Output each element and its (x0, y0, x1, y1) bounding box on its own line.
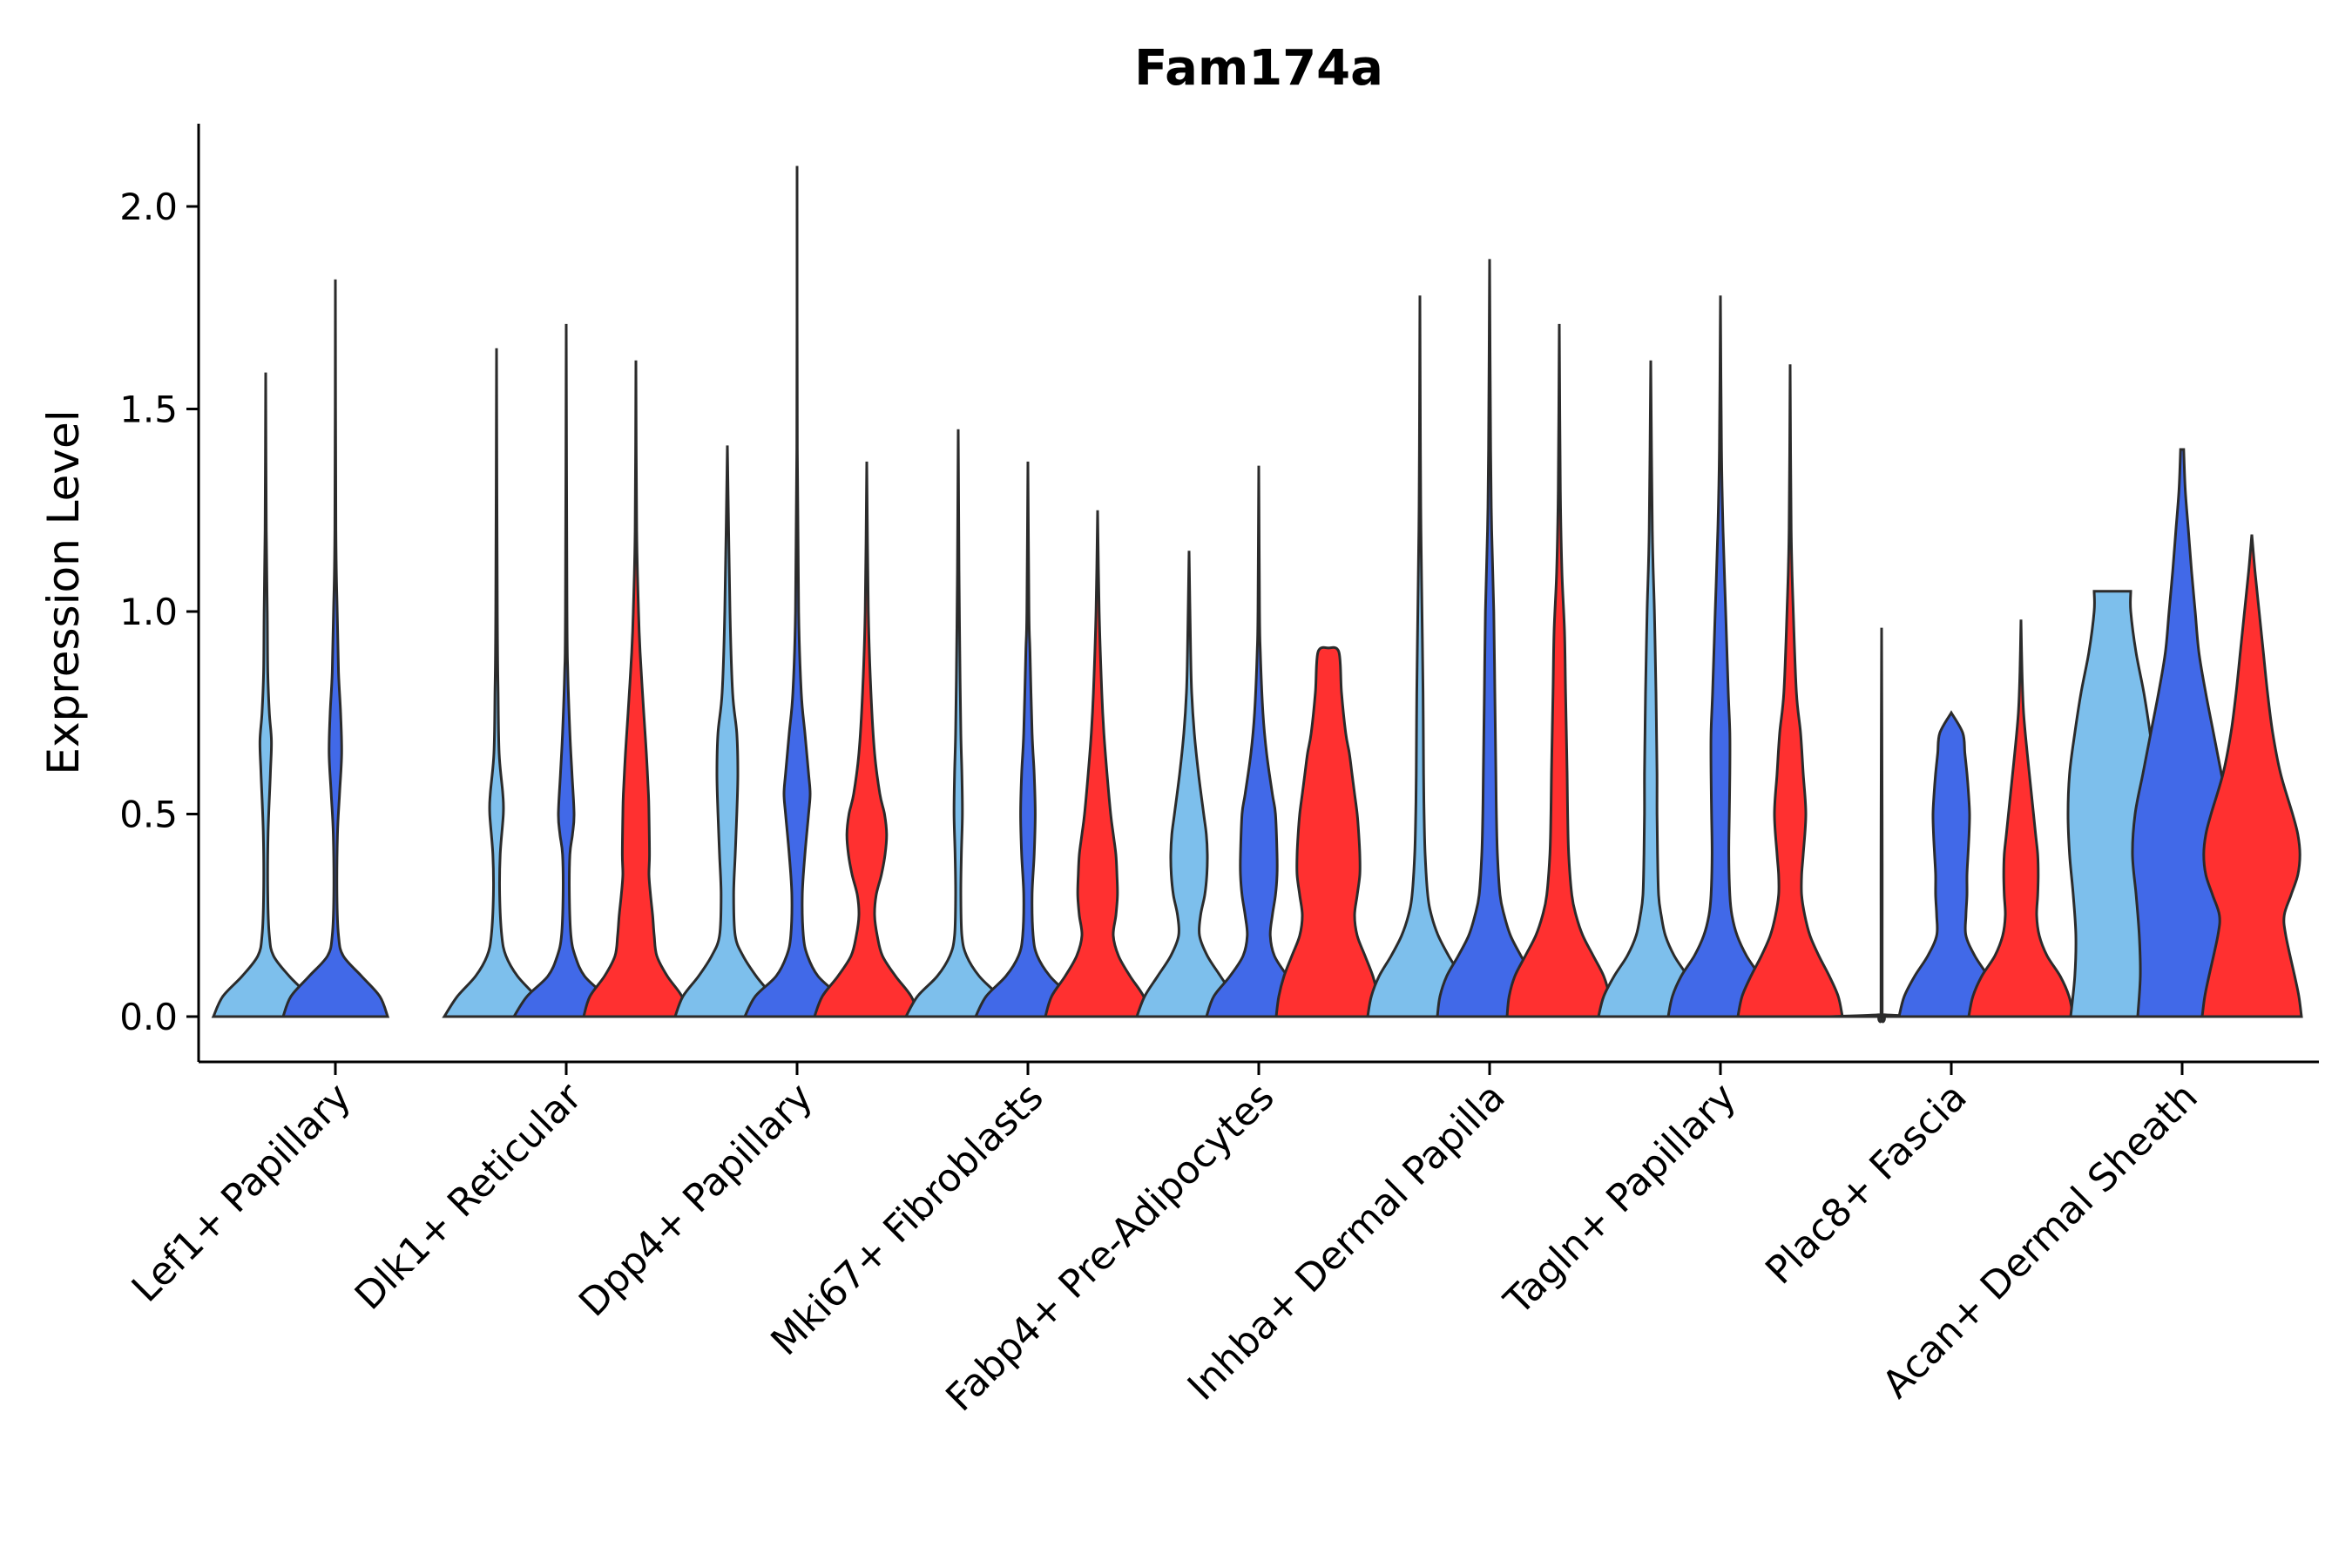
violin-6-group-1 (1366, 295, 1474, 1018)
x-tick-label: Dpp4+ Papillary (571, 1075, 821, 1326)
violin-3-group-2 (742, 166, 852, 1018)
violin-4-group-2 (973, 461, 1083, 1018)
violin-5-group-1 (1134, 551, 1244, 1018)
y-tick-label: 1.0 (119, 591, 178, 633)
y-tick-label: 1.5 (119, 389, 178, 431)
y-tick-label: 0.0 (119, 996, 178, 1038)
x-tick-label: Tagln+ Papillary (1496, 1075, 1745, 1324)
violin-9-group-3 (2200, 534, 2303, 1018)
violin-7-group-1 (1597, 360, 1705, 1018)
violin-6-group-2 (1436, 259, 1544, 1018)
violin-8-group-1 (1828, 627, 1935, 1024)
violin-3-group-3 (812, 461, 922, 1018)
violin-7-group-3 (1736, 364, 1844, 1018)
y-axis-label: Expression Level (38, 409, 89, 774)
violins-layer (211, 166, 2303, 1024)
x-tick-label: Plac8+ Fascia (1757, 1075, 1976, 1294)
violin-3-group-1 (672, 445, 782, 1018)
violin-8-group-3 (1967, 619, 2075, 1018)
violin-1-group-1 (211, 372, 321, 1018)
violin-4-group-1 (903, 429, 1013, 1018)
violin-7-group-2 (1666, 295, 1774, 1018)
violin-2-group-3 (581, 360, 691, 1018)
y-ticks: 0.0 0.5 1.0 1.5 2.0 (119, 186, 199, 1038)
chart-title: Fam174a (1134, 40, 1383, 97)
violin-5-group-3 (1274, 645, 1382, 1018)
violin-5-group-2 (1204, 465, 1314, 1018)
y-tick-label: 0.5 (119, 794, 178, 836)
violin-4-group-3 (1043, 510, 1152, 1018)
x-tick-label: Lef1+ Papillary (124, 1075, 360, 1311)
x-tick-label: Dlk1+ Reticular (347, 1074, 591, 1319)
violin-2-group-1 (442, 348, 551, 1018)
violin-2-group-2 (511, 323, 621, 1018)
violin-1-group-2 (280, 279, 390, 1018)
y-tick-label: 2.0 (119, 186, 178, 228)
violin-6-group-3 (1505, 323, 1613, 1018)
violin-8-group-2 (1897, 710, 2005, 1018)
